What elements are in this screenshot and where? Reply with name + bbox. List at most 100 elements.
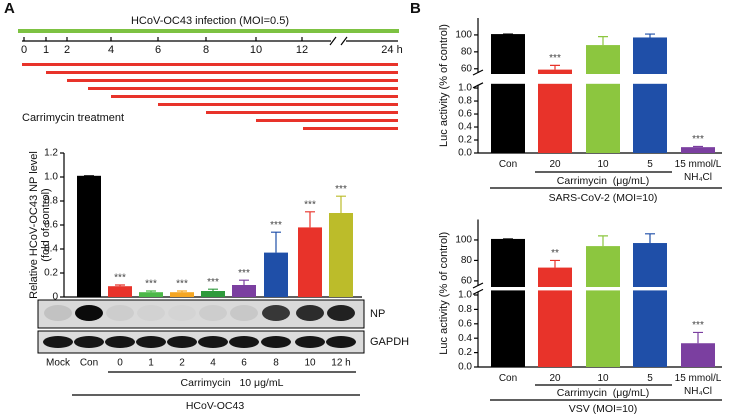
time-label: 10 <box>250 44 262 56</box>
x-tick-label: 10 <box>304 358 316 369</box>
y-axis-label: Luc activity (% of control) <box>438 24 450 147</box>
error-bar <box>693 331 703 344</box>
bar <box>633 243 667 367</box>
y-axis-label: Relative HCoV-OC43 NP level <box>28 151 40 299</box>
bar <box>139 292 163 297</box>
time-label: 4 <box>108 44 114 56</box>
bar <box>298 227 322 297</box>
significance: *** <box>335 184 347 195</box>
x-tick-label-box: 15 mmol/L NH₄Cl <box>674 373 722 397</box>
gapdh-band <box>229 336 259 348</box>
time-label: 1 <box>43 44 49 56</box>
x-tick-label: 1 <box>148 358 154 369</box>
np-band <box>262 305 290 321</box>
y-tick-label: 0.0 <box>458 362 472 373</box>
bar <box>681 147 715 153</box>
gapdh-band <box>43 336 73 348</box>
bar <box>491 238 525 367</box>
x-tick-label: 15 mmol/L NH₄Cl <box>674 373 722 397</box>
error-bar <box>598 36 608 46</box>
error-bar <box>146 290 156 293</box>
time-label: 8 <box>203 44 209 56</box>
significance: *** <box>692 320 704 331</box>
np-band <box>137 305 165 321</box>
y-tick-label: 1.2 <box>44 148 58 159</box>
group-label: Carrimycin 10 μg/mL <box>181 377 284 389</box>
treatment-bar <box>111 95 398 98</box>
group-label: VSV (MOI=10) <box>569 403 638 415</box>
y-axis-label: Luc activity (% of control) <box>438 232 450 355</box>
significance: ** <box>551 248 559 259</box>
y-tick-label: 0.8 <box>458 304 472 315</box>
x-tick-label-box: 10 <box>597 373 608 384</box>
axis-break <box>472 282 484 295</box>
gapdh-band <box>74 336 104 348</box>
x-tick-label: Mock <box>46 358 71 369</box>
x-tick-label: 4 <box>210 358 216 369</box>
gapdh-band <box>295 336 325 348</box>
treatment-bar <box>22 63 398 66</box>
x-tick-label: 2 <box>179 358 185 369</box>
time-label: 6 <box>155 44 161 56</box>
treatment-bar <box>46 71 398 74</box>
error-bar <box>336 195 346 213</box>
axis-gap <box>472 74 722 84</box>
time-label: 24 h <box>381 44 402 56</box>
x-tick-label-box: 15 mmol/L NH₄Cl <box>675 159 722 183</box>
axis-gap <box>472 287 722 291</box>
y-tick-label: 0.4 <box>458 333 472 344</box>
x-tick-label: 20 <box>549 373 561 384</box>
bar <box>586 246 620 367</box>
significance: *** <box>207 277 219 288</box>
x-tick-label: Con <box>498 373 518 384</box>
x-tick-label: 12 h <box>331 358 350 369</box>
error-bar <box>177 290 187 293</box>
x-tick-label-box: 5 <box>647 159 653 170</box>
y-tick-label: 80 <box>461 46 473 57</box>
panel-label: A <box>4 0 15 17</box>
error-bar <box>550 64 560 70</box>
x-tick-label: 5 <box>647 373 653 384</box>
y-tick-label: 1.0 <box>458 290 472 301</box>
significance: *** <box>549 53 561 64</box>
significance: *** <box>176 279 188 290</box>
panel-label: B <box>410 0 421 17</box>
x-tick-label: 10 <box>597 159 609 170</box>
bar <box>170 292 194 297</box>
significance: *** <box>304 199 316 210</box>
y-tick-label: 100 <box>455 235 472 246</box>
gapdh-band <box>261 336 291 348</box>
error-bar <box>693 145 703 148</box>
y-tick-label: 60 <box>461 63 473 74</box>
error-bar <box>645 33 655 38</box>
x-tick-label: 0 <box>117 358 123 369</box>
x-tick-label-box: 10 <box>597 159 609 170</box>
significance: *** <box>692 134 704 145</box>
y-tick-label: 0.6 <box>458 109 472 120</box>
y-tick-label: 0.8 <box>44 196 58 207</box>
bar <box>201 291 225 297</box>
np-band <box>168 305 196 321</box>
x-tick-label: Con <box>498 159 518 170</box>
bar <box>108 286 132 297</box>
x-tick-label-box: Con <box>498 373 518 384</box>
y-tick-label: 0.4 <box>44 244 58 255</box>
y-tick-label: 0.8 <box>458 96 472 107</box>
x-tick-label-box: 20 <box>549 373 561 384</box>
bar <box>538 267 572 367</box>
y-tick-label: 0 <box>52 292 58 303</box>
time-label: 12 <box>296 44 308 56</box>
treatment-bar <box>88 87 398 90</box>
bar <box>329 213 353 297</box>
gapdh-band <box>136 336 166 348</box>
bar <box>77 175 101 297</box>
x-tick-label: 6 <box>241 358 247 369</box>
axis-break <box>329 36 337 46</box>
group-label: SARS-CoV-2 (MOI=10) <box>549 192 658 204</box>
time-label: 2 <box>64 44 70 56</box>
treatment-bar <box>206 111 398 114</box>
x-tick-label: 5 <box>647 159 653 170</box>
error-bar <box>598 235 608 247</box>
y-tick-label: 80 <box>461 255 473 266</box>
